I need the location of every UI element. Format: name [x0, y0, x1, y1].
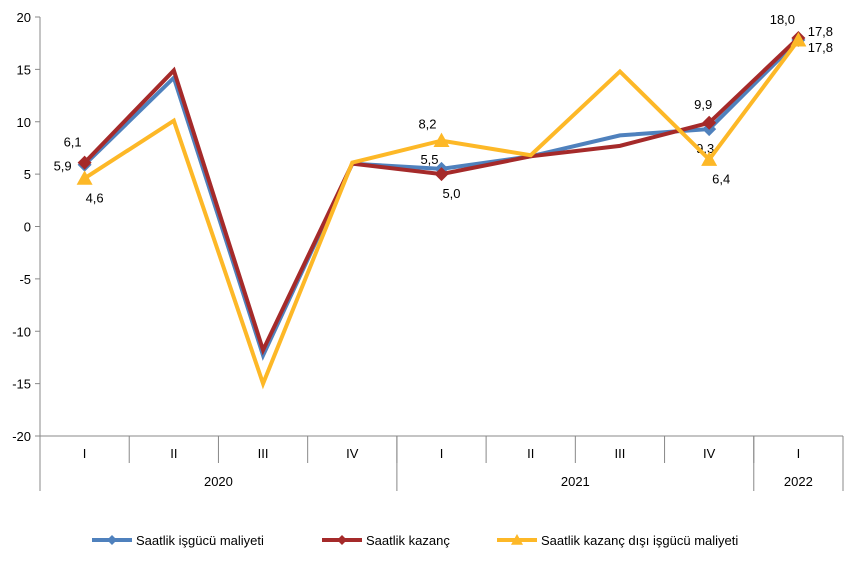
- x-tick-label: II: [527, 446, 534, 461]
- x-tick-label: I: [83, 446, 87, 461]
- y-tick-label: 10: [17, 115, 31, 130]
- year-label: 2021: [561, 474, 590, 489]
- data-label: 5,0: [442, 186, 460, 201]
- x-tick-label: III: [615, 446, 626, 461]
- data-point: [433, 132, 450, 148]
- legend-marker: [107, 535, 117, 545]
- data-label: 4,6: [86, 190, 104, 205]
- data-label: 18,0: [770, 12, 795, 27]
- x-tick-label: III: [258, 446, 269, 461]
- legend-marker: [337, 535, 347, 545]
- legend-marker: [511, 534, 523, 545]
- data-label: 17,8: [808, 40, 833, 55]
- data-point: [790, 32, 807, 47]
- data-point: [76, 170, 93, 185]
- y-tick-label: 20: [17, 10, 31, 25]
- data-label: 8,2: [418, 117, 436, 132]
- data-label: 5,9: [54, 159, 72, 174]
- y-tick-label: 5: [24, 167, 31, 182]
- y-tick-label: 0: [24, 220, 31, 235]
- x-tick-label: I: [440, 446, 444, 461]
- x-tick-label: I: [797, 446, 801, 461]
- y-tick-label: -20: [12, 429, 31, 444]
- y-tick-label: -5: [19, 272, 31, 287]
- x-tick-label: IV: [703, 446, 716, 461]
- year-label: 2022: [784, 474, 813, 489]
- x-tick-label: II: [170, 446, 177, 461]
- data-point: [702, 115, 717, 130]
- y-tick-label: 15: [17, 62, 31, 77]
- legend-label: Saatlik işgücü maliyeti: [136, 533, 264, 548]
- data-label: 17,8: [808, 24, 833, 39]
- legend-label: Saatlik kazanç dışı işgücü maliyeti: [541, 533, 738, 548]
- data-point: [77, 155, 92, 170]
- y-tick-label: -10: [12, 324, 31, 339]
- series-line-3: [83, 38, 800, 390]
- year-label: 2020: [204, 474, 233, 489]
- data-label: 5,5: [420, 152, 438, 167]
- data-point: [434, 167, 449, 182]
- data-label: 6,1: [64, 135, 82, 150]
- legend-label: Saatlik kazanç: [366, 533, 450, 548]
- y-tick-label: -15: [12, 377, 31, 392]
- data-label: 9,9: [694, 97, 712, 112]
- x-tick-label: IV: [346, 446, 359, 461]
- data-point: [701, 151, 718, 166]
- data-label: 6,4: [712, 171, 730, 186]
